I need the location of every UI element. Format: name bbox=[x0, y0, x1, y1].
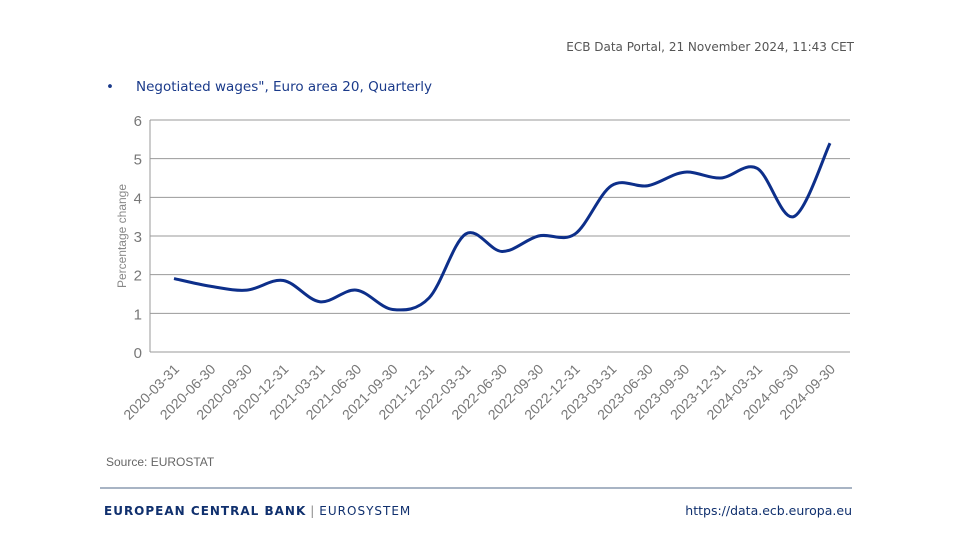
source-note: Source: EUROSTAT bbox=[106, 455, 215, 469]
y-tick-label: 6 bbox=[134, 113, 142, 130]
ecb-logo-text: EUROPEAN CENTRAL BANK | EUROSYSTEM bbox=[104, 504, 412, 518]
footer-divider bbox=[100, 487, 852, 489]
legend-bullet: • bbox=[106, 79, 114, 95]
y-tick-label: 5 bbox=[134, 152, 142, 169]
y-tick-label: 1 bbox=[134, 306, 142, 323]
timestamp: ECB Data Portal, 21 November 2024, 11:43… bbox=[566, 40, 854, 54]
legend: • Negotiated wages", Euro area 20, Quarte… bbox=[106, 79, 432, 95]
y-tick-label: 4 bbox=[134, 190, 142, 207]
portal-link[interactable]: https://data.ecb.europa.eu bbox=[685, 503, 852, 518]
brand-sub: EUROSYSTEM bbox=[319, 504, 412, 518]
legend-label: Negotiated wages", Euro area 20, Quarter… bbox=[136, 79, 432, 95]
brand-name: EUROPEAN CENTRAL BANK bbox=[104, 504, 307, 518]
y-tick-label: 3 bbox=[134, 229, 142, 246]
series-line bbox=[173, 142, 832, 312]
y-tick-label: 0 bbox=[134, 345, 142, 362]
y-tick-label: 2 bbox=[134, 268, 142, 285]
y-axis-label: Percentage change bbox=[115, 184, 129, 288]
